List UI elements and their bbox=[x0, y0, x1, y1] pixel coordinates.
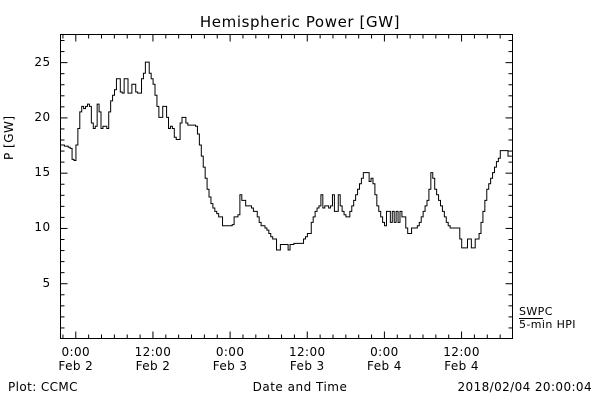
y-tick-label: 25 bbox=[34, 54, 51, 69]
legend-entry-label-line2: 5-min HPI bbox=[519, 318, 576, 331]
y-tick-label: 5 bbox=[42, 275, 51, 290]
y-tick-label: 20 bbox=[34, 109, 51, 124]
plot-frame bbox=[60, 34, 513, 339]
x-tick-time: 0:00 bbox=[370, 344, 399, 359]
x-tick-date: Feb 3 bbox=[289, 358, 325, 373]
x-tick-label: 0:00 Feb 3 bbox=[195, 345, 265, 373]
x-tick-date: Feb 4 bbox=[444, 358, 479, 373]
y-tick-label: 15 bbox=[34, 165, 51, 180]
legend-entry-label-line1: SWPC bbox=[519, 305, 553, 318]
x-tick-time: 0:00 bbox=[215, 344, 245, 359]
x-tick-time: 0:00 bbox=[61, 344, 91, 359]
x-axis-label: Date and Time bbox=[252, 380, 348, 394]
plot-source-label: Plot: CCMC bbox=[8, 380, 78, 394]
x-tick-time: 12:00 bbox=[443, 344, 480, 359]
x-tick-label: 0:00 Feb 2 bbox=[41, 345, 111, 373]
axis-ticks bbox=[60, 34, 513, 339]
x-tick-time: 12:00 bbox=[288, 344, 326, 359]
x-tick-date: Feb 4 bbox=[367, 358, 402, 373]
x-tick-label: 12:00 Feb 4 bbox=[427, 345, 497, 373]
chart-title: Hemispheric Power [GW] bbox=[199, 13, 401, 31]
x-tick-label: 12:00 Feb 2 bbox=[118, 345, 188, 373]
x-tick-date: Feb 3 bbox=[212, 358, 248, 373]
plot-timestamp-label: 2018/02/04 20:00:04 bbox=[457, 380, 592, 394]
y-tick-label: 10 bbox=[34, 220, 51, 235]
x-tick-time: 12:00 bbox=[134, 344, 172, 359]
x-tick-label: 12:00 Feb 3 bbox=[272, 345, 342, 373]
x-tick-date: Feb 2 bbox=[58, 358, 94, 373]
legend: SWPC 5-min HPI bbox=[519, 305, 576, 331]
data-series-line bbox=[60, 61, 512, 251]
x-tick-label: 0:00 Feb 4 bbox=[349, 345, 419, 373]
x-tick-date: Feb 2 bbox=[135, 358, 171, 373]
